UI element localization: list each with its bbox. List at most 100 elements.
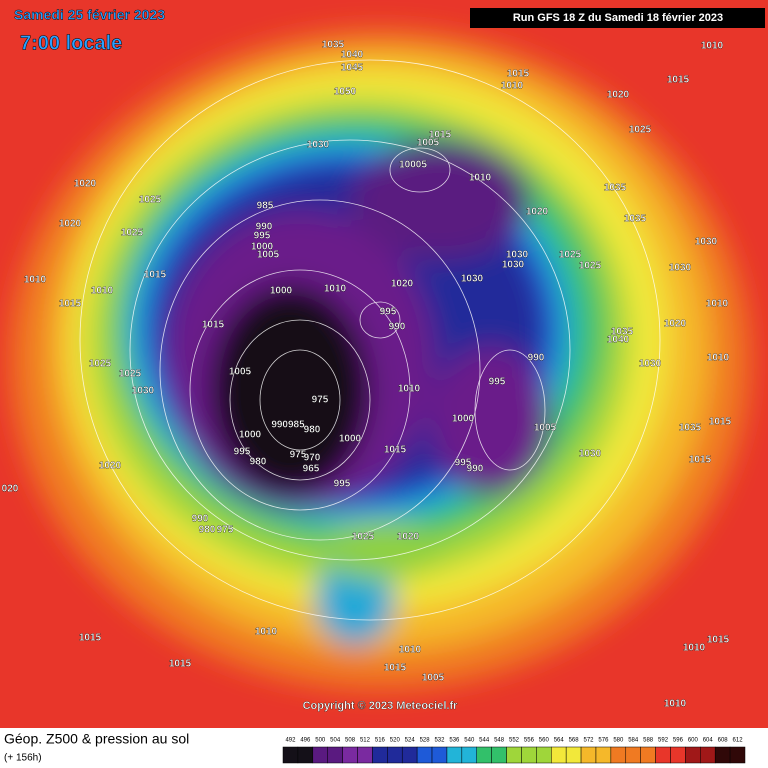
colorbar-tick-label: 612 — [733, 738, 744, 744]
colorbar-tick-label: 500 — [315, 738, 326, 744]
colorbar-cell — [297, 746, 314, 764]
isobar-label: 1015 — [707, 635, 730, 646]
isobar-label: 1015 — [667, 75, 690, 86]
isobar-label: 1000 — [251, 242, 274, 253]
isobar-label: 995 — [234, 447, 251, 458]
isobar-label: 975 — [312, 395, 329, 406]
isobar-label: 1015 — [384, 445, 407, 456]
colorbar-cell — [312, 746, 328, 764]
isobar-label: 995 — [334, 479, 351, 490]
isobar-label: 1015 — [709, 417, 732, 428]
isobar-label: 1005 — [229, 367, 252, 378]
isobar-label: 1030 — [506, 250, 529, 261]
colorbar-cell — [685, 746, 701, 764]
colorbar-tick-label: 584 — [628, 738, 639, 744]
isobar-label: 1035 — [679, 423, 702, 434]
isobar-label: 990 — [192, 514, 209, 525]
isobar-label: 1030 — [639, 359, 662, 370]
colorbar-tick-label: 508 — [345, 738, 356, 744]
isobar-label: 1025 — [352, 532, 375, 543]
isobar-label: 020 — [2, 484, 19, 495]
colorbar: 492 496 500 504 508 512 516 520 524 528 532 536 540 5… — [282, 738, 746, 764]
colorbar-cell — [595, 746, 612, 764]
z500-field — [0, 0, 768, 728]
isobar-label: 1005 — [534, 423, 557, 434]
isobar-label: 1025 — [559, 250, 582, 261]
colorbar-cell — [327, 746, 343, 764]
isobar-label: 1025 — [139, 195, 162, 206]
colorbar-cell — [521, 746, 537, 764]
isobar-label: 1005 — [422, 673, 445, 684]
colorbar-tick-label: 532 — [434, 738, 445, 744]
isobar-label: 1015 — [507, 69, 530, 80]
colorbar-tick-label: 568 — [569, 738, 580, 744]
colorbar-cell — [729, 746, 746, 764]
colorbar-cell — [670, 746, 686, 764]
isobar-label: 1015 — [144, 270, 167, 281]
colorbar-tick-label: 596 — [673, 738, 684, 744]
isobar-label: 1000 — [239, 430, 262, 441]
isobar-label: 1040 — [607, 335, 630, 346]
isobar-label: 995 — [455, 458, 472, 469]
isobar-label: 1020 — [664, 319, 687, 330]
isobar-label: 1000 — [339, 434, 362, 445]
colorbar-tick-label: 608 — [718, 738, 729, 744]
isobar-label: 1010 — [91, 286, 114, 297]
isobar-label: 1020 — [59, 219, 82, 230]
isobar-label: 980 — [304, 425, 321, 436]
isobar-label: 1035 — [604, 183, 627, 194]
isobar-label: 1010 — [706, 299, 729, 310]
isobar-label: 1010 — [683, 643, 706, 654]
isobar-label: 1020 — [526, 207, 549, 218]
isobar-label: 1010 — [398, 384, 421, 395]
isobar-label: 1020 — [391, 279, 414, 290]
colorbar-tick-label: 544 — [479, 738, 490, 744]
forecast-date: Samedi 25 février 2023 — [14, 7, 165, 23]
colorbar-cell — [357, 746, 373, 764]
colorbar-tick-label: 588 — [643, 738, 654, 744]
colorbar-tick-label: 512 — [360, 738, 371, 744]
isobar-label: 1025 — [121, 228, 144, 239]
isobar-label: 1020 — [99, 461, 122, 472]
isobar-label: 1015 — [384, 663, 407, 674]
colorbar-cell — [461, 746, 477, 764]
colorbar-cell — [416, 746, 433, 764]
colorbar-tick-label: 540 — [464, 738, 475, 744]
colorbar-cell — [536, 746, 552, 764]
isobar-label: 1010 — [399, 645, 422, 656]
isobar-label: 1020 — [397, 532, 420, 543]
isobar-label: 1015 — [689, 455, 712, 466]
isobar-label: 1000 — [452, 414, 475, 425]
isobar-label: 1025 — [89, 359, 112, 370]
colorbar-tick-label: 560 — [539, 738, 550, 744]
colorbar-tick-label: 572 — [584, 738, 595, 744]
isobar-label: 1010 — [701, 41, 724, 52]
isobar-label: 1045 — [341, 63, 364, 74]
isobar-label: 1010 — [469, 173, 492, 184]
colorbar-tick-label: 564 — [554, 738, 565, 744]
colorbar-cell — [714, 746, 731, 764]
isobar-label: 1020 — [74, 179, 97, 190]
colorbar-cell — [372, 746, 388, 764]
colorbar-tick-label: 552 — [509, 738, 520, 744]
colorbar-cell — [431, 746, 448, 764]
colorbar-tick-label: 576 — [598, 738, 609, 744]
isobar-label: 1010 — [24, 275, 47, 286]
isobar-label: 990 — [389, 322, 406, 333]
isobar-label: 1010 — [664, 699, 687, 710]
isobar-label: 1035 — [624, 214, 647, 225]
isobar-label: 1010 — [707, 353, 730, 364]
isobar-label: 975 — [290, 450, 307, 461]
colorbar-cell — [342, 746, 358, 764]
colorbar-cell — [655, 746, 671, 764]
colorbar-cell — [551, 746, 567, 764]
isobar-label: 980 — [250, 457, 267, 468]
isobar-label: 990 — [256, 222, 273, 233]
isobar-label: 990985 — [271, 420, 305, 431]
colorbar-cell — [625, 746, 641, 764]
colorbar-tick-label: 492 — [285, 738, 296, 744]
colorbar-tick-label: 592 — [658, 738, 669, 744]
colorbar-tick-label: 520 — [390, 738, 401, 744]
isobar-label: 990 — [467, 464, 484, 475]
